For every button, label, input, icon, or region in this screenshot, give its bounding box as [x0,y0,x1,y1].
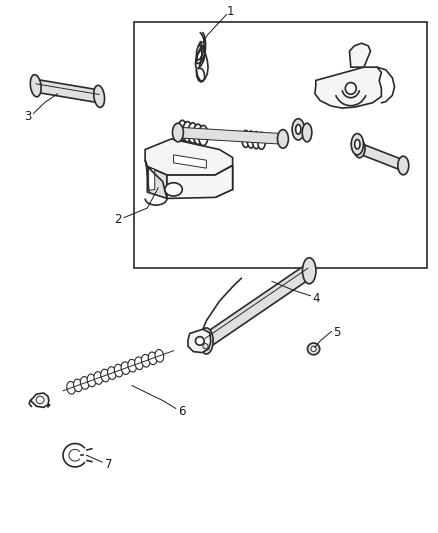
Text: 7: 7 [105,458,113,471]
Ellipse shape [164,183,182,196]
Polygon shape [177,127,283,144]
Ellipse shape [100,369,109,382]
Ellipse shape [182,122,192,142]
Polygon shape [147,166,166,198]
Polygon shape [148,168,154,190]
Ellipse shape [127,359,136,372]
Ellipse shape [301,123,311,142]
Text: 5: 5 [332,326,340,340]
Ellipse shape [307,343,319,355]
Ellipse shape [30,75,41,97]
Ellipse shape [198,125,208,146]
Ellipse shape [199,328,212,354]
Ellipse shape [94,85,104,108]
Text: 3: 3 [24,110,32,123]
Ellipse shape [350,134,363,155]
Ellipse shape [397,156,408,175]
Polygon shape [187,329,210,353]
Ellipse shape [74,379,82,392]
Ellipse shape [295,125,300,134]
Ellipse shape [114,364,123,377]
Ellipse shape [353,139,364,158]
Ellipse shape [202,344,208,349]
Polygon shape [349,43,370,67]
Text: 1: 1 [226,5,233,18]
Ellipse shape [291,119,304,140]
Ellipse shape [80,377,89,389]
Ellipse shape [257,132,265,149]
Ellipse shape [121,362,130,375]
Ellipse shape [247,131,254,148]
Polygon shape [30,393,49,407]
Ellipse shape [277,130,288,148]
Polygon shape [215,165,232,197]
Ellipse shape [172,123,183,142]
Ellipse shape [67,382,75,394]
Ellipse shape [141,354,150,367]
Ellipse shape [187,123,197,143]
Polygon shape [357,143,404,171]
Polygon shape [35,79,100,103]
Ellipse shape [252,132,260,149]
Polygon shape [203,264,311,348]
Ellipse shape [193,124,202,144]
Text: 6: 6 [178,405,186,417]
Polygon shape [145,139,232,175]
Ellipse shape [345,83,356,94]
Ellipse shape [155,350,163,362]
Ellipse shape [148,352,156,365]
Ellipse shape [36,396,44,403]
Polygon shape [314,67,381,108]
Ellipse shape [195,337,204,345]
Ellipse shape [134,357,143,369]
Ellipse shape [107,367,116,379]
Ellipse shape [310,346,315,352]
Text: 2: 2 [114,213,121,226]
Ellipse shape [87,374,95,387]
Ellipse shape [241,131,249,148]
Polygon shape [173,155,206,168]
Ellipse shape [354,140,359,149]
Polygon shape [166,165,232,198]
Polygon shape [134,22,426,268]
Text: 4: 4 [311,292,319,305]
Ellipse shape [177,120,187,141]
Ellipse shape [94,372,102,384]
Ellipse shape [302,258,315,284]
